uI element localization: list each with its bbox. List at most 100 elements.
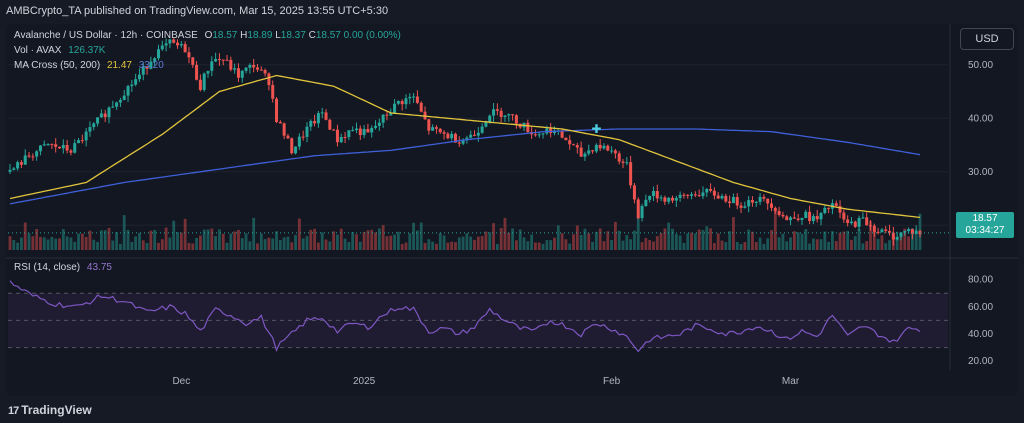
candle-body <box>686 194 690 196</box>
volume-bar <box>20 237 23 250</box>
candle-body <box>903 230 907 233</box>
volume-bar <box>476 236 480 250</box>
rsi-axis-label: 20.00 <box>968 356 993 367</box>
volume-bar <box>336 234 339 250</box>
candle-body <box>23 155 27 165</box>
candle-body <box>610 150 614 152</box>
candle-body <box>385 114 389 116</box>
rsi-axis-label: 80.00 <box>968 275 993 286</box>
time-axis-label: Feb <box>603 376 621 387</box>
volume-bar <box>240 238 244 250</box>
candle-body <box>808 211 812 221</box>
candle-body <box>271 85 275 99</box>
candle-body <box>625 162 629 164</box>
volume-bar <box>42 237 46 250</box>
candle-body <box>320 112 324 114</box>
candle-body <box>46 144 50 146</box>
ma-label[interactable]: MA Cross (50, 200) <box>14 60 101 71</box>
volume-bar <box>362 231 366 250</box>
symbol-label[interactable]: Avalanche / US Dollar · 12h · COINBASE <box>14 30 198 41</box>
volume-bar <box>427 239 431 250</box>
tradingview-mark-icon: 17 <box>8 405 19 417</box>
volume-bar <box>907 236 910 250</box>
volume-bar <box>728 231 732 250</box>
volume-bar <box>553 237 556 250</box>
volume-bar <box>671 228 674 250</box>
candle-body <box>400 101 404 105</box>
candle-body <box>84 131 88 141</box>
price-axis-label: 40.00 <box>968 113 993 124</box>
time-axis-label: Mar <box>782 376 800 387</box>
tradingview-logo[interactable]: 17 TradingView <box>8 403 92 417</box>
volume-bar <box>758 237 762 250</box>
candle-body <box>842 212 846 220</box>
rsi-value: 43.75 <box>86 262 112 273</box>
open-value: 18.57 <box>212 30 238 41</box>
published-text: AMBCrypto_TA published on TradingView.co… <box>6 5 389 17</box>
candle-body <box>362 128 366 136</box>
volume-bar <box>54 238 58 250</box>
candle-body <box>659 197 663 199</box>
chart-canvas[interactable]: 20.0030.0040.0050.0020.0040.0060.0080.00… <box>0 0 1024 396</box>
volume-bar <box>914 229 918 250</box>
candle-body <box>99 113 103 118</box>
volume-bar <box>811 238 815 250</box>
currency-button[interactable]: USD <box>960 28 1014 50</box>
candle-body <box>50 144 54 146</box>
candle-body <box>678 194 682 198</box>
vol-label[interactable]: Vol · AVAX <box>14 45 62 56</box>
candle-body <box>636 199 640 219</box>
candle-body <box>19 162 23 165</box>
candle-body <box>309 120 313 127</box>
volume-bar <box>575 225 579 250</box>
candle-body <box>781 214 785 217</box>
rsi-label[interactable]: RSI (14, close) <box>14 262 81 273</box>
candle-body <box>476 132 480 136</box>
volume-bar <box>191 243 195 250</box>
low-label: L <box>275 30 281 41</box>
volume-bar <box>438 233 442 250</box>
volume-bar <box>206 229 210 250</box>
candle-body <box>172 39 176 43</box>
candle-body <box>160 45 164 50</box>
candle-body <box>484 122 488 127</box>
volume-bar <box>88 230 92 250</box>
candle-body <box>579 147 583 157</box>
volume-bar <box>747 229 751 250</box>
candle-body <box>259 69 263 71</box>
volume-bar <box>134 236 138 250</box>
candle-body <box>191 57 195 65</box>
candle-body <box>690 194 694 196</box>
candle-body <box>849 221 853 224</box>
volume-bar <box>214 236 218 250</box>
candle-body <box>31 156 35 158</box>
candle-body <box>412 96 416 98</box>
candle-body <box>488 115 492 123</box>
volume-bar <box>770 230 773 250</box>
high-value: 18.89 <box>247 30 273 41</box>
candle-body <box>503 115 507 117</box>
candle-body <box>754 201 758 203</box>
volume-bar <box>77 233 80 250</box>
low-value: 18.37 <box>280 30 306 41</box>
candle-body <box>575 145 579 148</box>
candle-body <box>568 140 572 145</box>
candle-body <box>286 135 290 139</box>
candle-body <box>366 128 370 133</box>
volume-bar <box>358 241 362 250</box>
volume-bar <box>218 229 221 250</box>
rsi-axis-label: 60.00 <box>968 302 993 313</box>
volume-bar <box>732 217 735 250</box>
candle-body <box>667 197 671 202</box>
volume-bar <box>225 242 229 250</box>
candle-body <box>73 143 77 153</box>
volume-bar <box>815 239 819 250</box>
candle-body <box>214 58 218 62</box>
volume-bar <box>153 229 157 250</box>
candle-body <box>507 114 511 116</box>
candle-body <box>217 58 221 60</box>
volume-bar <box>61 229 65 250</box>
volume-bar <box>187 242 191 250</box>
candle-body <box>156 49 160 59</box>
candle-body <box>313 120 317 124</box>
